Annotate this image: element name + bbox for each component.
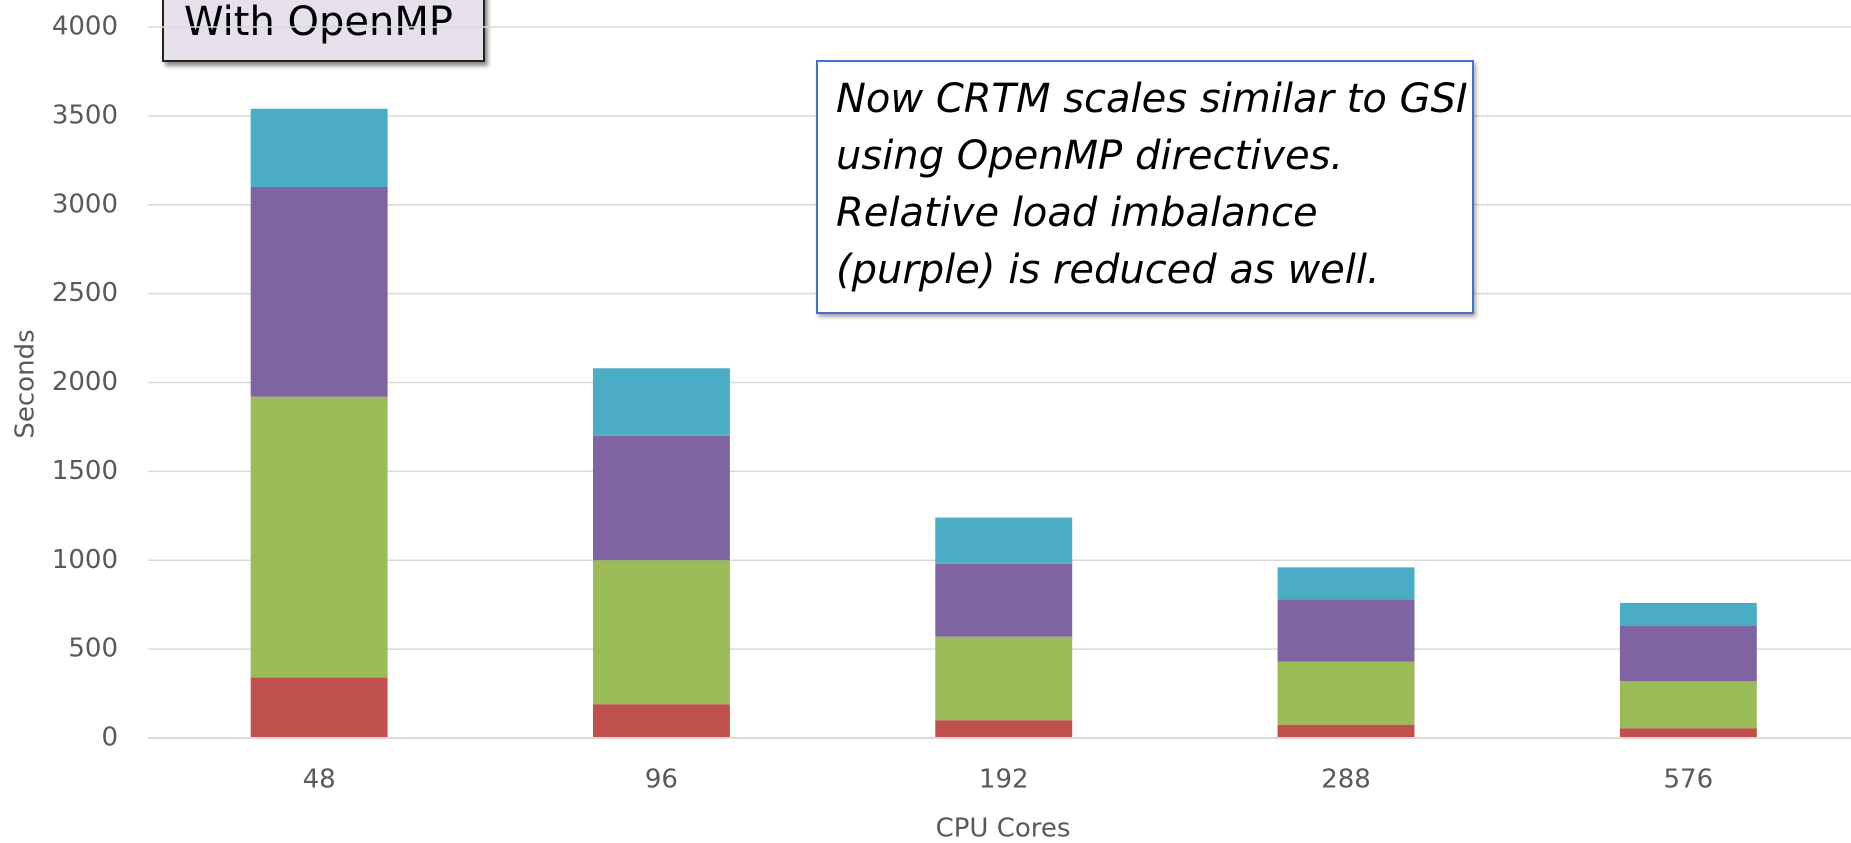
- bar-segment: [935, 720, 1073, 738]
- y-tick-label: 1000: [52, 545, 118, 575]
- annotation-line: Relative load imbalance: [836, 190, 1318, 236]
- y-axis-label: Seconds: [11, 329, 41, 438]
- bar-segment: [1619, 602, 1757, 627]
- bar-segment: [250, 108, 388, 187]
- x-axis-label: CPU Cores: [936, 814, 1071, 843]
- x-tick-label: 576: [1664, 765, 1714, 795]
- x-tick-label: 192: [979, 765, 1029, 795]
- y-tick-label: 0: [101, 723, 118, 753]
- y-tick-label: 500: [68, 634, 118, 664]
- annotation-line: using OpenMP directives.: [836, 133, 1343, 179]
- bar-segment: [1277, 599, 1415, 662]
- x-tick-label: 48: [303, 765, 336, 795]
- bar-segment: [592, 435, 730, 561]
- bar-segment: [250, 677, 388, 738]
- bar-segment: [250, 396, 388, 678]
- bar-segment: [1277, 661, 1415, 725]
- bar-segment: [935, 636, 1073, 721]
- bar-segment: [592, 368, 730, 436]
- bar-segment: [935, 563, 1073, 637]
- y-tick-label: 3000: [52, 189, 118, 219]
- bar-segment: [592, 560, 730, 705]
- x-tick-label: 288: [1321, 765, 1371, 795]
- bar-segment: [1619, 681, 1757, 729]
- y-tick-label: 2500: [52, 278, 118, 308]
- bar-segment: [935, 517, 1073, 564]
- chart-title: With OpenMP: [184, 0, 453, 45]
- y-tick-label: 3500: [52, 100, 118, 130]
- annotation-line: Now CRTM scales similar to GSI: [836, 76, 1468, 122]
- bar-segment: [1619, 626, 1757, 682]
- bar-segment: [1277, 567, 1415, 600]
- annotation-line: (purple) is reduced as well.: [836, 247, 1380, 293]
- bar-segment: [1277, 724, 1415, 738]
- y-tick-label: 2000: [52, 367, 118, 397]
- y-tick-label: 4000: [52, 12, 118, 42]
- bar-segment: [250, 186, 388, 397]
- bar-segment: [592, 704, 730, 738]
- y-tick-label: 1500: [52, 456, 118, 486]
- x-tick-label: 96: [645, 765, 678, 795]
- bar-segment: [1619, 728, 1757, 738]
- annotation-box: [816, 60, 1474, 314]
